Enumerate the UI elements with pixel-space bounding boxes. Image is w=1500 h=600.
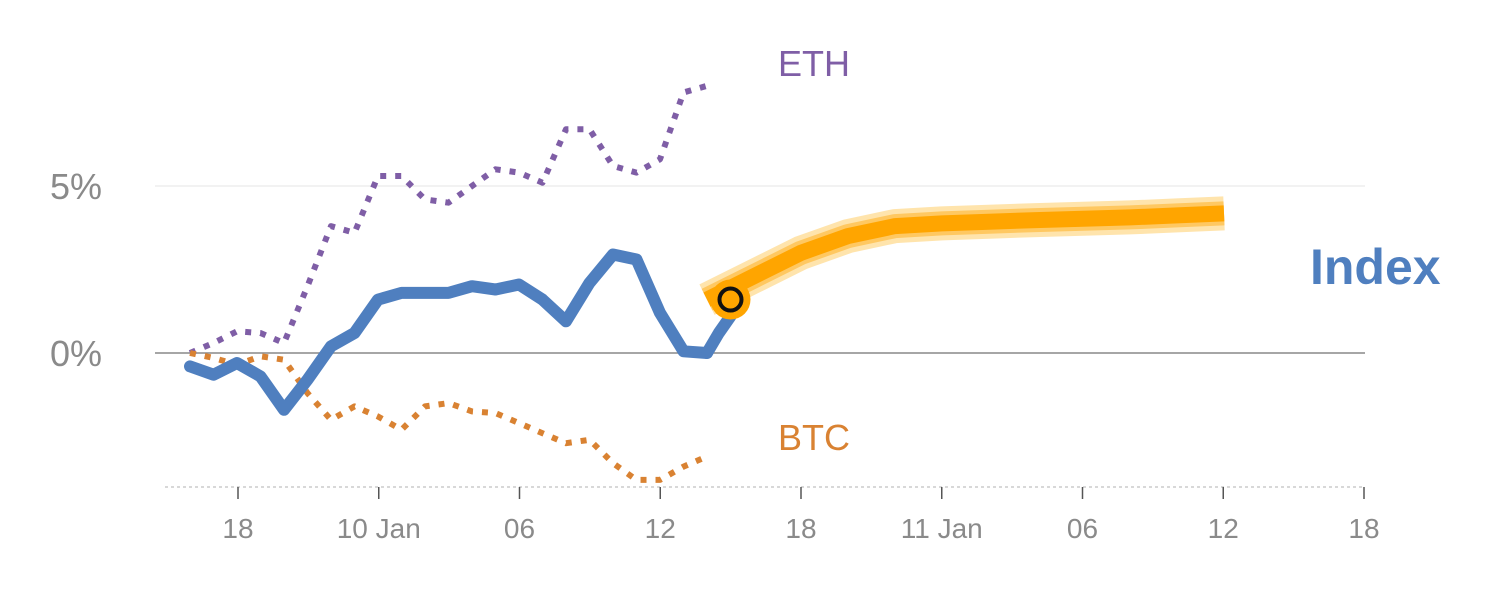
x-tick-label: 12 [1208, 513, 1239, 544]
series-line-index-continuation [701, 310, 737, 359]
series-line-btc [189, 350, 709, 483]
series-line-eth [188, 82, 708, 356]
y-tick-label: 5% [50, 166, 102, 207]
x-tick-label: 12 [645, 513, 676, 544]
grid-layer: 0% 5% [50, 166, 1365, 374]
forecast-line [703, 205, 1225, 307]
series-label-index: Index [1310, 239, 1441, 295]
current-point-marker [717, 286, 744, 313]
x-tick-label: 11 Jan [901, 513, 983, 544]
series-layer [184, 82, 1225, 483]
y-tick-label: 0% [50, 333, 102, 374]
x-tick-label: 18 [1348, 513, 1379, 544]
x-tick-label: 18 [222, 513, 253, 544]
series-line-index [184, 248, 713, 416]
x-tick-label: 06 [504, 513, 535, 544]
x-tick-label: 06 [1067, 513, 1098, 544]
series-label-eth: ETH [778, 43, 850, 84]
x-tick-label: 18 [785, 513, 816, 544]
series-label-btc: BTC [778, 417, 850, 458]
label-layer: ETH BTC Index [778, 43, 1441, 458]
x-axis: 18 10 Jan 06 12 18 11 Jan 06 12 18 [165, 486, 1380, 544]
x-tick-label: 10 Jan [337, 513, 421, 544]
